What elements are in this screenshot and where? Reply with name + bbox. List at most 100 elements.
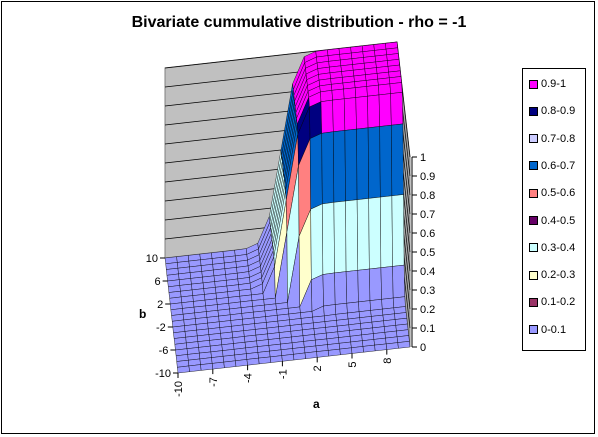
surface-cell xyxy=(310,203,324,281)
z-tick-label: 0.4 xyxy=(420,266,435,278)
z-tick-label: 0.1 xyxy=(420,323,435,335)
legend-swatch xyxy=(529,134,538,144)
legend-item: 0.6-0.7 xyxy=(529,159,575,173)
surface-cell xyxy=(258,356,272,365)
surface-cell xyxy=(366,84,380,97)
z-tick-label: 0.7 xyxy=(420,209,435,221)
legend: 0.9-1 0.8-0.9 0.7-0.8 0.6-0.7 0.5-0.6 0.4-0.5… xyxy=(522,68,586,351)
legend-label: 0.2-0.3 xyxy=(541,269,576,282)
z-tick-label: 0.9 xyxy=(420,171,435,183)
surface-cell xyxy=(367,94,380,129)
z-tick-label: 0 xyxy=(420,342,426,354)
x-tick-label: -10 xyxy=(173,381,185,397)
surface-cell xyxy=(397,341,411,349)
surface-cell xyxy=(381,297,395,310)
legend-swatch xyxy=(529,79,538,89)
surface-cell xyxy=(380,266,394,300)
surface-cell xyxy=(339,347,353,356)
surface-cell xyxy=(367,126,381,199)
surface-cell xyxy=(378,93,392,127)
legend-swatch xyxy=(529,106,538,116)
legend-item: 0.2-0.3 xyxy=(529,268,575,282)
y-tick-label: -6 xyxy=(159,345,169,357)
surface-cell xyxy=(343,97,357,131)
y-tick-label: -10 xyxy=(155,368,171,380)
surface-cell xyxy=(385,342,399,350)
z-tick-label: 0.2 xyxy=(420,304,435,316)
legend-label: 0.1-0.2 xyxy=(541,296,576,309)
surface-cell xyxy=(322,202,335,275)
surface-cell xyxy=(356,198,370,271)
y-tick-label: 10 xyxy=(146,253,158,265)
surface-cell xyxy=(391,123,404,197)
legend-swatch xyxy=(529,161,538,171)
legend-label: 0.9-1 xyxy=(541,78,567,90)
z-tick-label: 0.8 xyxy=(420,190,435,202)
surface-cell xyxy=(177,365,190,374)
x-tick-label: 5 xyxy=(347,362,359,368)
surface-cell xyxy=(281,354,295,362)
y-axis: -10 -6 -2 2 6 10 xyxy=(146,253,178,380)
legend-item: 0-0.1 xyxy=(529,323,566,337)
x-tick-label: 2 xyxy=(312,365,324,371)
y-axis-title: b xyxy=(139,307,147,321)
surface-cell xyxy=(246,357,260,366)
surface-cell xyxy=(334,302,348,315)
surface-cell xyxy=(389,82,403,94)
legend-item: 0.8-0.9 xyxy=(529,104,575,118)
legend-label: 0.4-0.5 xyxy=(541,214,576,227)
y-tick-label: 2 xyxy=(157,299,163,311)
surface-cell xyxy=(332,98,346,132)
surface-cell xyxy=(362,344,376,353)
legend-swatch xyxy=(529,188,538,198)
surface-cell xyxy=(343,87,357,100)
surface-cell xyxy=(309,132,323,210)
x-axis-title: a xyxy=(313,397,320,411)
surface-cell xyxy=(333,200,347,274)
surface-cell xyxy=(392,296,406,309)
legend-item: 0.4-0.5 xyxy=(529,214,575,228)
legend-item: 0.1-0.2 xyxy=(529,295,575,309)
surface-cell xyxy=(200,363,214,371)
surface-cell xyxy=(368,196,382,270)
surface-cell xyxy=(269,355,283,363)
legend-swatch xyxy=(529,216,538,225)
legend-label: 0.8-0.9 xyxy=(541,105,576,118)
surface xyxy=(164,41,411,374)
legend-swatch xyxy=(529,270,538,280)
surface-cell xyxy=(392,264,406,299)
x-tick-label: -1 xyxy=(277,369,289,379)
surface-cell xyxy=(323,304,337,317)
z-tick-label: 0.5 xyxy=(420,247,435,259)
surface-cell xyxy=(378,83,391,96)
legend-label: 0-0.1 xyxy=(541,323,567,336)
surface-cell xyxy=(351,346,364,354)
surface-cell xyxy=(369,299,383,311)
surface-cell xyxy=(331,88,345,101)
legend-label: 0.7-0.8 xyxy=(541,132,576,145)
legend-label: 0.3-0.4 xyxy=(541,241,576,254)
y-tick-label: -2 xyxy=(156,322,166,334)
surface-cell xyxy=(321,131,335,205)
surface-cell xyxy=(380,195,393,268)
surface-cell xyxy=(188,364,202,372)
y-tick-label: 6 xyxy=(154,276,160,288)
surface-cell xyxy=(345,270,359,304)
surface-cell xyxy=(293,352,306,361)
surface-cell xyxy=(311,274,324,312)
legend-label: 0.6-0.7 xyxy=(541,159,576,172)
legend-swatch xyxy=(529,243,538,253)
surface-cell xyxy=(316,350,330,358)
legend-label: 0.5-0.6 xyxy=(541,187,576,200)
surface-cell xyxy=(379,124,393,198)
z-tick-label: 1 xyxy=(420,152,426,164)
z-tick-label: 0.3 xyxy=(420,285,435,297)
legend-item: 0.5-0.6 xyxy=(529,186,575,200)
legend-item: 0.9-1 xyxy=(529,77,566,91)
surface-cell xyxy=(322,272,336,307)
z-tick-label: 0.6 xyxy=(420,228,435,240)
surface-cell xyxy=(356,127,369,200)
surface-cell xyxy=(320,99,334,134)
surface-cell xyxy=(354,86,368,98)
